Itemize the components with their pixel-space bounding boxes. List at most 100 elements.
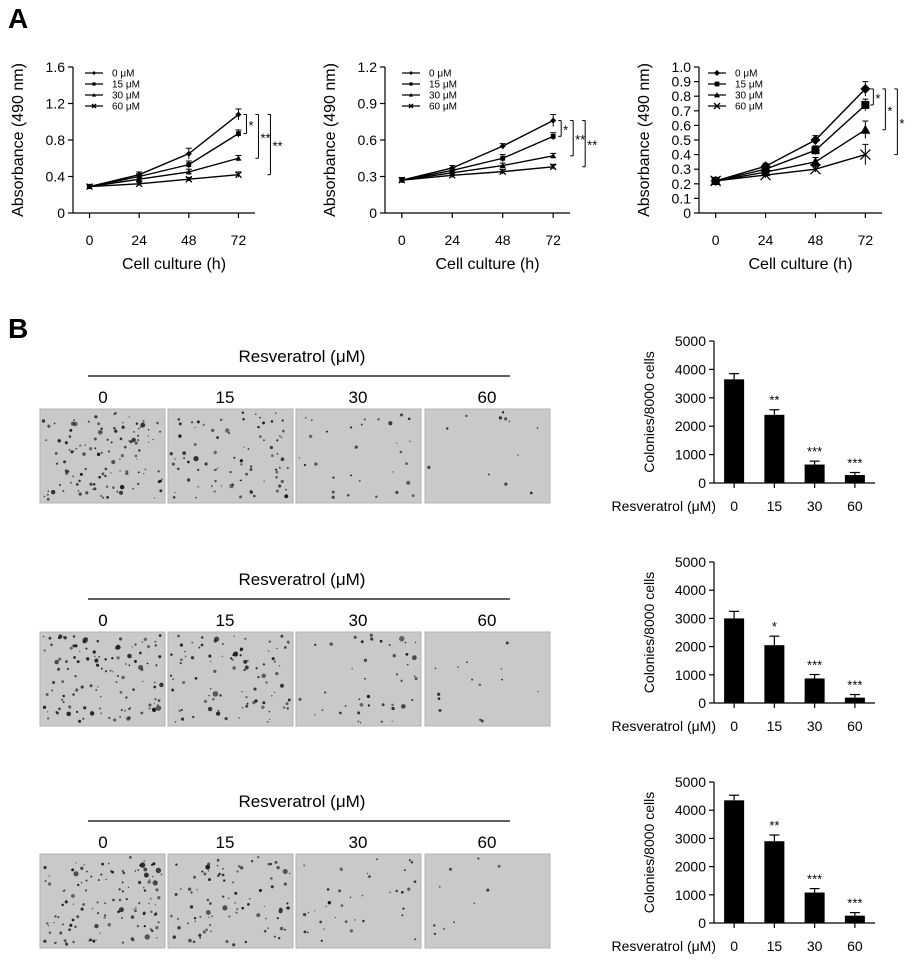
colony-dot (449, 867, 452, 871)
marker-cross-stroke (448, 171, 456, 179)
colony-dot (274, 412, 277, 415)
colony-dot (265, 917, 267, 920)
colony-dot (121, 941, 125, 944)
x-tick-label: 0 (398, 232, 406, 248)
colony-dot (276, 647, 278, 649)
colony-dot (402, 907, 405, 910)
colony-dot (112, 898, 115, 902)
colony-dot (125, 473, 127, 475)
colony-dot (100, 712, 103, 715)
colony-dot (128, 664, 131, 667)
colony-dot (202, 423, 205, 426)
marker-cross-stroke (135, 180, 143, 188)
series-4 (710, 143, 871, 187)
colony-dot (213, 450, 217, 455)
colony-dot (155, 888, 159, 892)
colony-dot (314, 462, 318, 466)
colony-dot (391, 706, 395, 711)
data-point (860, 124, 871, 134)
colony-dot (433, 924, 436, 927)
colony-dot (270, 454, 274, 458)
plate-background (167, 408, 294, 504)
legend-label: 30 μM (735, 91, 763, 102)
colony-dot (143, 924, 146, 928)
legend-marker (92, 93, 96, 97)
plate-background (39, 631, 166, 727)
colony-dot (122, 421, 124, 424)
colony-dot (76, 915, 80, 919)
colony-dot (434, 667, 437, 670)
dose-label: 0 (98, 388, 107, 407)
y-axis-label: Absorbance (490 nm) (10, 63, 27, 217)
colony-dot (331, 495, 335, 499)
colony-dot (349, 929, 354, 933)
colony-dot (66, 667, 70, 671)
colony-dot (324, 691, 327, 694)
colony-dot (99, 707, 102, 710)
series-line (89, 173, 239, 188)
colony-dot (224, 880, 226, 882)
colony-dot (94, 415, 98, 419)
colony-dot (147, 441, 150, 443)
colony-dot (47, 490, 50, 492)
colony-dot (443, 927, 446, 930)
colony-dot (346, 493, 350, 497)
colony-dot (92, 650, 96, 654)
colony-dot (118, 907, 124, 913)
colony-dot (127, 886, 130, 889)
colony-dot (479, 718, 482, 722)
colony-dot (92, 939, 96, 943)
colony-dot (151, 707, 157, 713)
colony-dot (247, 903, 250, 906)
x-tick-label: 48 (808, 232, 824, 248)
colony-dot (221, 655, 224, 658)
bar (804, 678, 825, 703)
colony-dot (271, 695, 273, 697)
legend-label: 15 μM (735, 80, 763, 91)
data-point (499, 143, 506, 150)
colony-dot (278, 466, 281, 469)
colony-dot (177, 918, 179, 920)
colony-dot (366, 694, 371, 699)
colony-dot (101, 862, 104, 866)
data-point (810, 135, 821, 145)
colony-dot (77, 490, 80, 492)
colony-dot (258, 435, 262, 438)
legend-marker (409, 82, 413, 86)
colony-dot (91, 908, 94, 910)
colony-dot (99, 932, 101, 934)
colony-dot (106, 495, 110, 499)
colony-dot (76, 710, 79, 714)
colony-dot (128, 707, 131, 711)
data-point (235, 111, 242, 118)
colony-dot (182, 680, 186, 684)
colony-dot (354, 445, 358, 449)
colony-dot (215, 711, 221, 716)
colony-plate-dose-30 (295, 631, 422, 727)
colony-dot (180, 708, 183, 711)
colony-dot (50, 643, 53, 647)
colony-dot (232, 666, 236, 670)
colony-dot (411, 699, 414, 702)
colony-dot (413, 880, 417, 884)
colony-dot (244, 637, 247, 640)
colony-dot (85, 879, 88, 882)
colony-dot (144, 934, 150, 940)
colony-dot (154, 644, 158, 647)
colony-dot (285, 488, 288, 491)
colony-dot (273, 691, 276, 694)
y-tick-label: 0.5 (672, 132, 692, 148)
colony-dot (268, 640, 271, 643)
colony-dot (121, 425, 125, 429)
colony-plate-dose-15 (167, 853, 294, 949)
x-axis-label: Cell culture (h) (748, 256, 852, 273)
series-line (401, 166, 554, 181)
x-tick-label: 72 (231, 232, 247, 248)
colony-dot (178, 434, 182, 438)
series-line (715, 88, 866, 182)
colony-dot (241, 906, 245, 910)
colony-dot (140, 711, 144, 715)
colony-dot (127, 653, 132, 659)
colony-dot (97, 912, 100, 915)
colony-dot (362, 919, 365, 923)
